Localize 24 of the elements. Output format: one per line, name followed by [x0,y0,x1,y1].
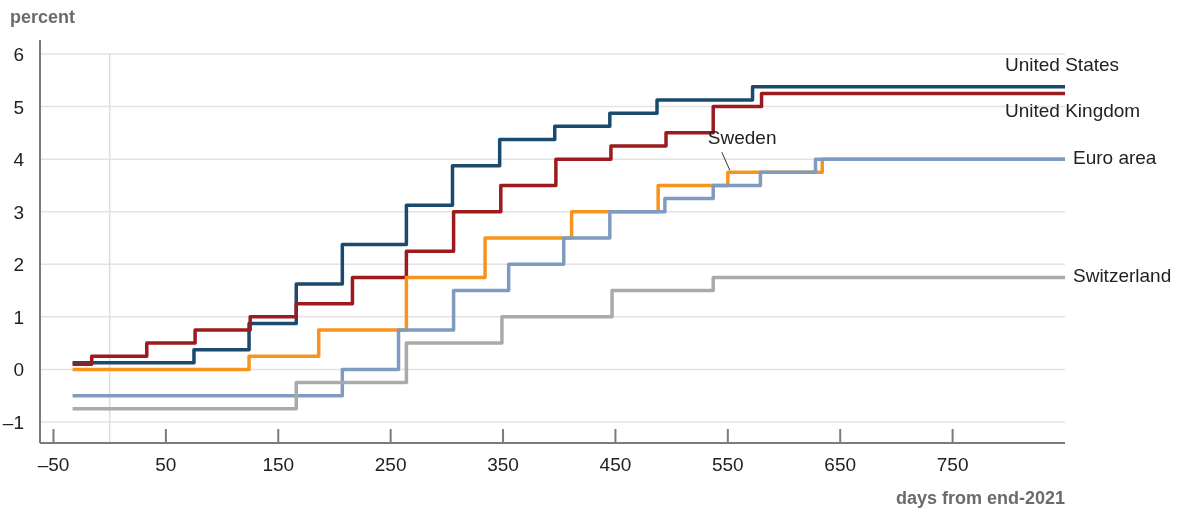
x-tick-label: –50 [37,454,70,475]
y-tick-label: 0 [13,359,24,381]
series-label: Switzerland [1073,265,1172,287]
y-tick-label: 1 [13,306,24,328]
x-tick-label: 250 [374,454,407,475]
y-tick-label: 3 [13,201,24,223]
y-tick-label: 6 [13,44,24,65]
x-tick-label: 550 [711,454,744,475]
x-axis-title: days from end-2021 [895,488,1065,508]
x-tick-label: 150 [262,454,295,475]
y-tick-label: 4 [13,149,25,171]
y-tick-label: 5 [13,96,24,118]
y-tick-label: 2 [13,254,24,276]
x-tick-label: 450 [599,454,632,475]
series-label: Euro area [1073,147,1157,169]
series-label: Sweden [707,127,777,149]
y-tick-label: –1 [2,411,24,433]
x-tick-label: 750 [936,454,969,475]
x-tick-label: 350 [487,454,519,475]
series-label: United States [1005,53,1120,75]
x-tick-label: 50 [155,454,177,475]
series-label: United Kingdom [1005,100,1141,122]
x-tick-label: 650 [824,454,857,475]
y-axis-title: percent [10,7,76,27]
